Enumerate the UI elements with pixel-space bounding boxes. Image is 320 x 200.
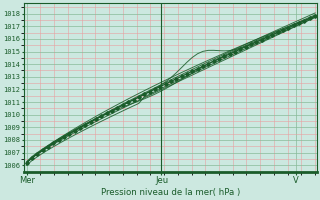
- X-axis label: Pression niveau de la mer( hPa ): Pression niveau de la mer( hPa ): [100, 188, 240, 197]
